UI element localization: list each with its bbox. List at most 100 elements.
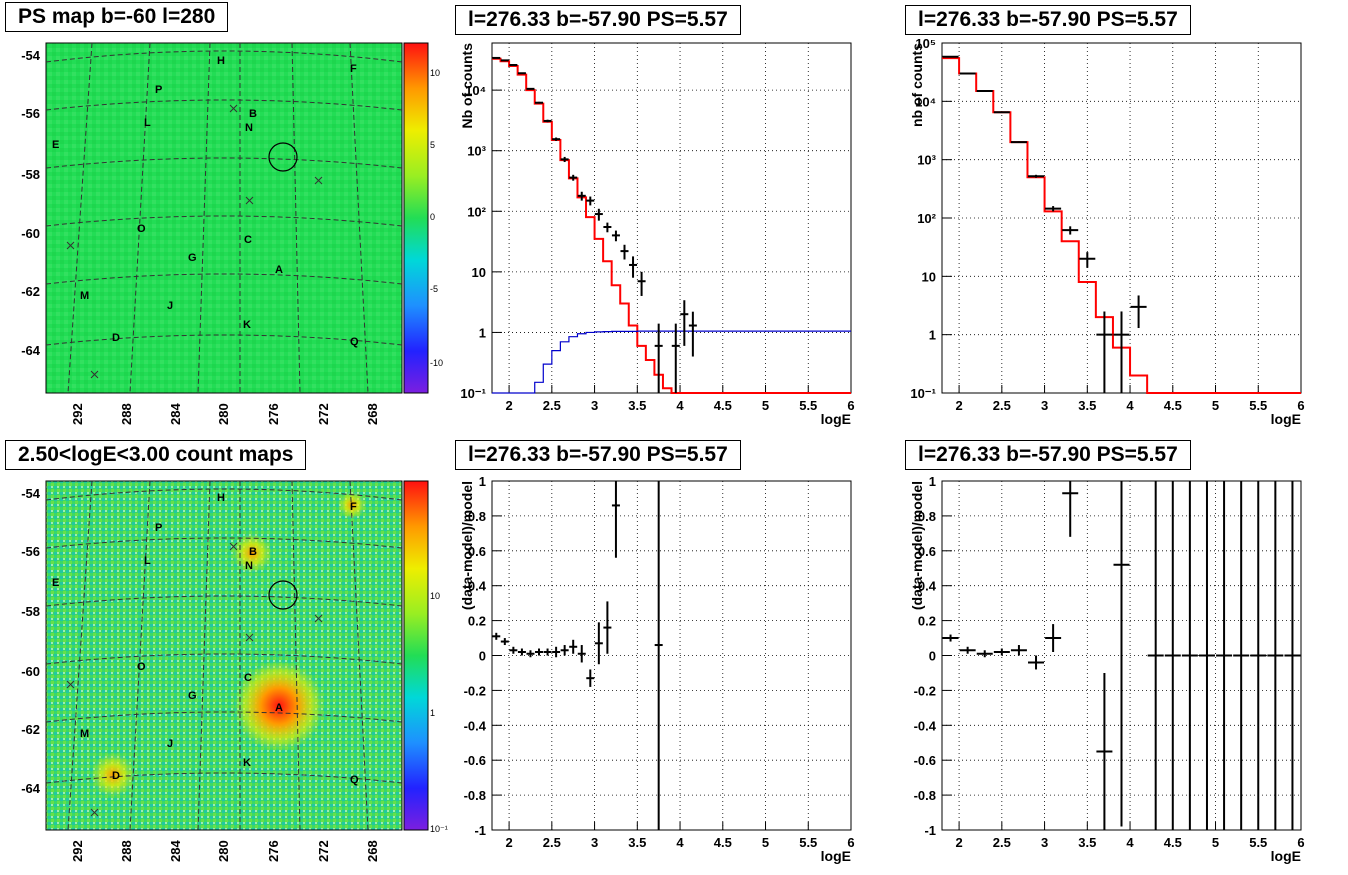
x-tick-label: 4 <box>1126 835 1134 850</box>
y-tick-label: 0.2 <box>468 614 486 629</box>
y-tick-label: -1 <box>474 823 486 838</box>
ps-map-xtick: 272 <box>316 403 331 425</box>
y-tick-label: 0.2 <box>918 614 936 629</box>
ps-map-label-g: G <box>188 252 197 264</box>
spectrum-b-title: l=276.33 b=-57.90 PS=5.57 <box>905 5 1191 35</box>
x-tick-label: 5 <box>762 398 769 413</box>
ps-map-y-ticks: -54 -56 -58 -60 -62 -64 <box>21 48 41 358</box>
ps-map-xtick: 288 <box>119 403 134 425</box>
y-tick-label: 1 <box>929 328 936 343</box>
ps-map-source-labels: H F P L B N E O C G A M J K D Q <box>52 55 359 348</box>
y-tick-label: 1 <box>479 474 486 489</box>
x-axis-title: logE <box>821 411 851 427</box>
y-tick-label: 1 <box>929 474 936 489</box>
ps-map-colorbar-ticks: 10 5 0 -5 -10 <box>430 68 443 368</box>
x-tick-label: 5 <box>762 835 769 850</box>
x-tick-label: 4 <box>676 835 684 850</box>
y-tick-label: -0.2 <box>464 683 486 698</box>
y-tick-label: 10⁻¹ <box>910 386 936 401</box>
x-tick-label: 3.5 <box>1078 835 1096 850</box>
count-map-y-ticks: -54 -56 -58 -60 -62 -64 <box>21 486 41 796</box>
plot-frame <box>491 480 852 831</box>
y-tick-label: 10⁴ <box>915 94 936 109</box>
count-map-label-o: O <box>137 661 146 673</box>
ps-map-colorbar-tick: 0 <box>430 212 435 222</box>
x-tick-label: 5.5 <box>799 398 817 413</box>
model-histogram <box>942 57 1301 394</box>
x-tick-label: 6 <box>847 835 854 850</box>
x-tick-label: 6 <box>1297 835 1304 850</box>
x-tick-label: 6 <box>847 398 854 413</box>
ps-map-area <box>45 42 403 394</box>
count-map-hotspot-a <box>234 661 324 751</box>
count-map-x-ticks: 292 288 284 280 276 272 268 <box>70 840 380 862</box>
count-map-source-labels: H F P L B N E O C G A M J K D Q <box>52 492 359 786</box>
ps-map-label-b: B <box>249 108 257 120</box>
count-map-label-n: N <box>245 560 253 572</box>
y-axis-title: (data-model)/model <box>459 481 475 610</box>
y-tick-label: -0.6 <box>914 753 936 768</box>
y-tick-label: 10³ <box>917 153 936 168</box>
count-map-label-g: G <box>188 690 197 702</box>
ps-map-label-j: J <box>167 300 173 312</box>
background-histogram <box>492 330 851 394</box>
x-tick-label: 4.5 <box>1164 835 1182 850</box>
count-map-colorbar-tick: 10 <box>430 591 440 601</box>
count-map-label-m: M <box>80 728 89 740</box>
ps-map-label-o: O <box>137 223 146 235</box>
count-map-hotspot-d <box>91 753 135 797</box>
ps-map-label-c: C <box>244 234 252 246</box>
count-map-colorbar <box>403 480 429 831</box>
y-tick-label: 0.4 <box>918 579 937 594</box>
count-map-label-j: J <box>167 738 173 750</box>
ps-map-selected-source-circle <box>268 142 298 172</box>
y-tick-label: -0.8 <box>914 788 936 803</box>
x-tick-label: 2.5 <box>993 398 1011 413</box>
x-tick-label: 5.5 <box>1249 398 1267 413</box>
x-tick-label: 5 <box>1212 398 1219 413</box>
count-map-ytick: -54 <box>21 486 41 501</box>
spectrum-chart-b: 2 2.5 3 3.5 4 4.5 5 5.5 6 10⁻¹ 1 10 10² 10³ 10⁴ 10⁵ logE… <box>909 36 1305 427</box>
ps-map-label-p: P <box>155 84 162 96</box>
count-map-ytick: -56 <box>21 544 40 559</box>
x-tick-label: 2 <box>505 398 512 413</box>
y-tick-label: 10³ <box>467 144 486 159</box>
x-tick-label: 3.5 <box>628 398 646 413</box>
y-tick-label: 0.6 <box>918 544 936 559</box>
ps-map-label-q: Q <box>350 336 359 348</box>
y-tick-label: 10⁻¹ <box>460 386 486 401</box>
residual-a-title: l=276.33 b=-57.90 PS=5.57 <box>455 440 741 470</box>
count-map-hotspot-b <box>232 533 272 573</box>
x-tick-label: 6 <box>1297 398 1304 413</box>
x-tick-label: 5.5 <box>1249 835 1267 850</box>
y-tick-label: 10 <box>922 269 936 284</box>
y-tick-label: -1 <box>924 823 936 838</box>
count-map-label-a: A <box>275 702 283 714</box>
x-tick-label: 2 <box>505 835 512 850</box>
x-tick-label: 4 <box>676 398 684 413</box>
x-tick-label: 3.5 <box>628 835 646 850</box>
y-tick-label: 0.8 <box>918 509 936 524</box>
x-tick-label: 4.5 <box>714 398 732 413</box>
residual-chart-a: 2 2.5 3 3.5 4 4.5 5 5.5 6 -1 -0.8 -0.6 -0.4 -0.2 0 0.2 0… <box>459 474 855 864</box>
x-tick-label: 2.5 <box>543 398 561 413</box>
y-axis-title: (data-model)/model <box>909 481 925 610</box>
ps-map-ytick: -56 <box>21 106 40 121</box>
y-tick-label: -0.6 <box>464 753 486 768</box>
residual-b-title: l=276.33 b=-57.90 PS=5.57 <box>905 440 1191 470</box>
count-map-selected-source-circle <box>268 580 298 610</box>
count-map-xtick: 288 <box>119 840 134 862</box>
count-map-label-c: C <box>244 672 252 684</box>
ps-map-label-a: A <box>275 264 283 276</box>
y-tick-label: -0.8 <box>464 788 486 803</box>
ps-map-label-m: M <box>80 290 89 302</box>
count-map: H F P L B N E O C G A M J K D Q -54 -56 … <box>21 480 448 862</box>
x-tick-label: 2.5 <box>543 835 561 850</box>
x-tick-label: 4.5 <box>1164 398 1182 413</box>
ps-map-xtick: 268 <box>365 403 380 425</box>
ps-map-label-l: L <box>144 117 151 129</box>
ps-map-colorbar-tick: 5 <box>430 140 435 150</box>
y-axis-title: nb of counts <box>909 43 925 127</box>
ps-map-label-e: E <box>52 139 59 151</box>
